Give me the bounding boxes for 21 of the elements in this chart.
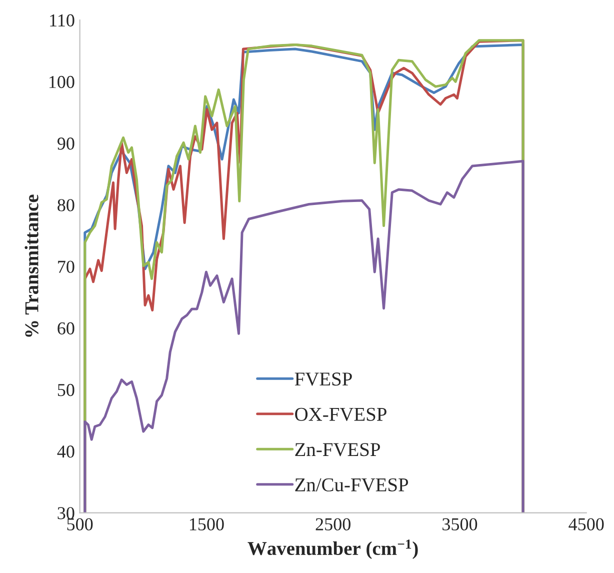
legend-label: FVESP: [294, 372, 352, 386]
x-tick-label: 2500: [316, 518, 350, 530]
y-tick-label: 40: [57, 445, 74, 458]
y-tick-label: 90: [57, 138, 74, 150]
x-axis-title: Wavenumber (cm$^{−1}$): [248, 540, 418, 559]
legend-label: Zn/Cu-FVESP: [295, 478, 408, 492]
x-tick-label: 500: [67, 518, 93, 530]
y-tick-label: 110: [50, 14, 74, 26]
y-tick-label: 30: [58, 507, 74, 520]
x-tick-label: 1500: [190, 518, 224, 530]
legend-label: OX-FVESP: [295, 408, 386, 421]
y-tick-label: 50: [58, 384, 74, 396]
y-tick-label: 100: [49, 76, 74, 88]
y-axis-title: % Transmittance: [24, 194, 38, 337]
x-tick-label: 3500: [442, 518, 478, 530]
y-tick-label: 80: [58, 199, 74, 212]
line-series: [84, 160, 524, 513]
legend-label: Zn-FVESP: [295, 443, 380, 456]
y-tick-label: 70: [58, 260, 74, 273]
y-tick-label: 60: [58, 322, 74, 334]
x-tick-label: 4500: [568, 518, 604, 530]
